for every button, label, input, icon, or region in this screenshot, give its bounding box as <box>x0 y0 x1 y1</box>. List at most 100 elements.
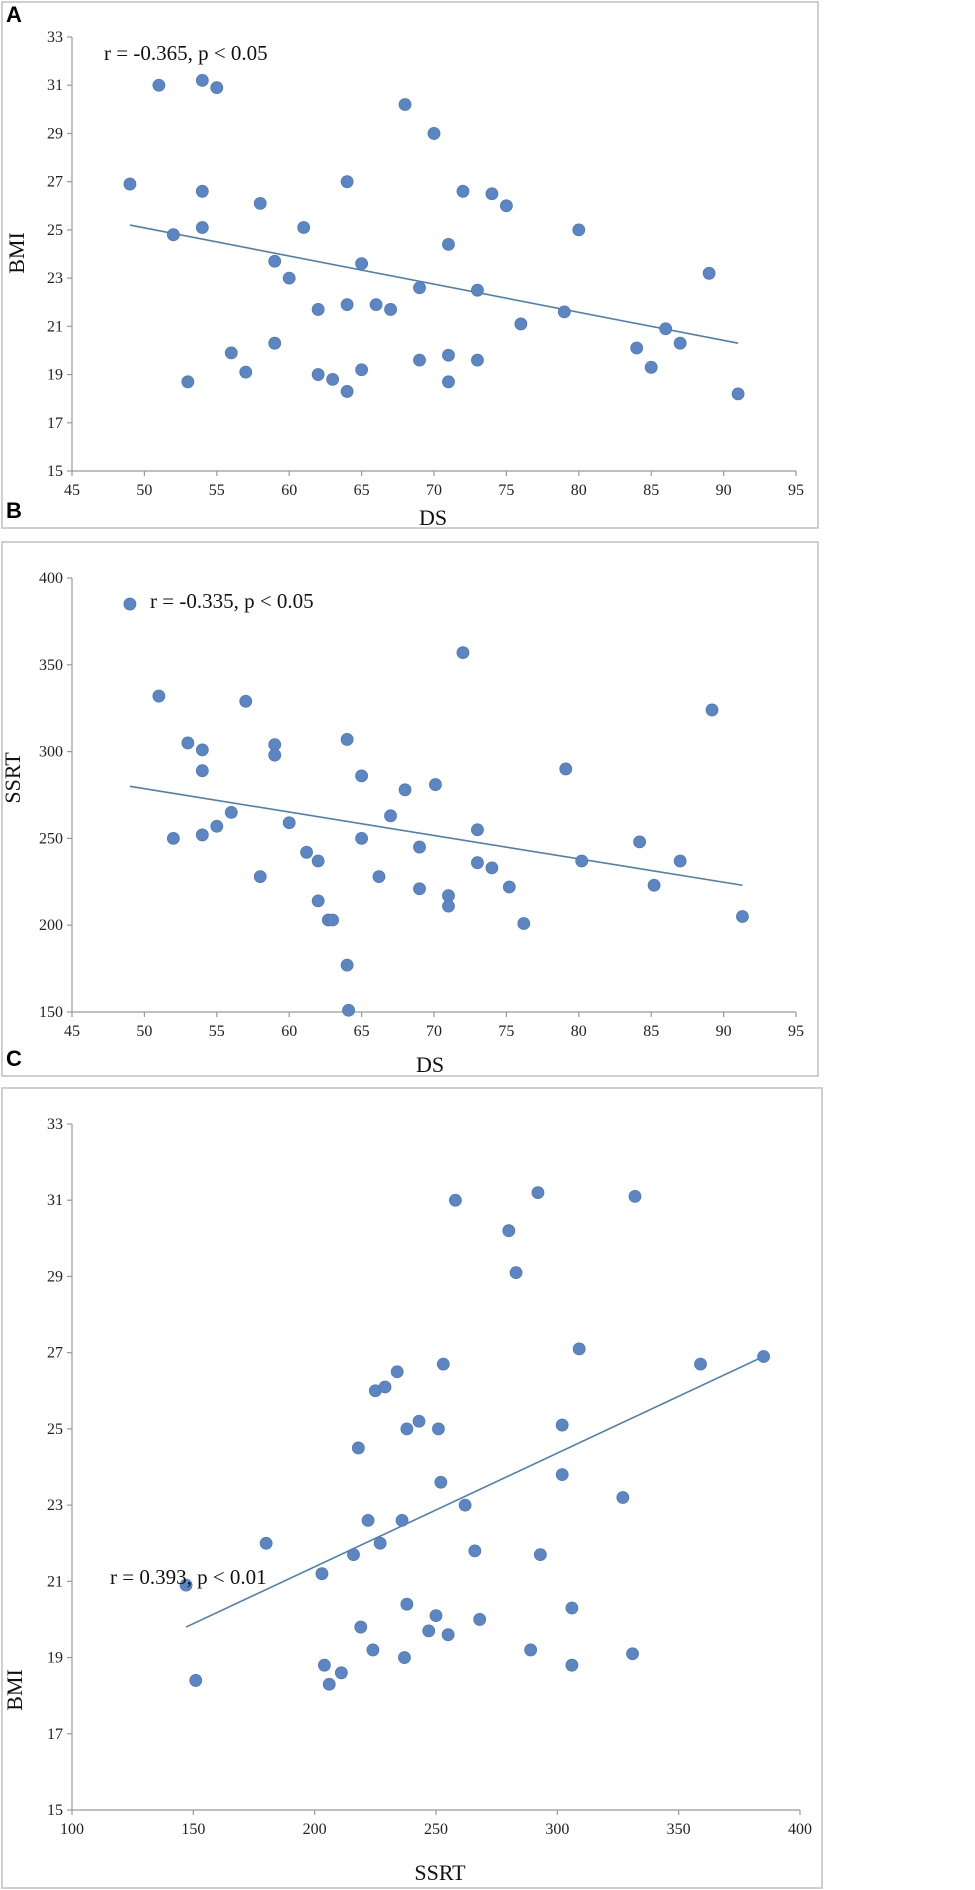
data-point <box>210 81 224 95</box>
data-point <box>673 336 687 350</box>
x-tick-label: 65 <box>354 1023 370 1040</box>
data-point <box>166 832 180 845</box>
x-tick-label: 50 <box>136 1023 152 1040</box>
data-point <box>315 1567 329 1581</box>
data-point <box>355 769 369 783</box>
data-point <box>123 177 137 191</box>
data-point <box>449 1193 462 1207</box>
data-point <box>355 832 369 845</box>
data-point <box>499 199 513 213</box>
data-point <box>436 1357 450 1371</box>
x-tick-label: 100 <box>60 1821 84 1838</box>
data-point <box>311 303 325 316</box>
panel-a-y-label: BMI <box>4 232 29 274</box>
data-point <box>268 748 282 762</box>
data-point <box>311 894 325 908</box>
data-point <box>347 1548 360 1562</box>
panel-b-x-label: DS <box>416 1052 444 1077</box>
data-point <box>633 835 647 849</box>
data-point <box>166 228 180 242</box>
data-point <box>565 1658 579 1672</box>
data-point <box>441 1628 455 1642</box>
data-point <box>372 870 386 883</box>
data-point <box>434 1475 448 1489</box>
y-tick-label: 400 <box>39 570 63 587</box>
data-point <box>239 694 253 708</box>
data-point <box>442 237 455 251</box>
data-point <box>502 1224 516 1238</box>
data-point <box>268 254 282 268</box>
data-point <box>565 1601 579 1615</box>
data-point <box>429 778 442 791</box>
data-point <box>473 1613 487 1626</box>
panel-a-frame <box>1 1 819 529</box>
data-point <box>757 1350 770 1363</box>
panel-c-frame <box>1 1087 823 1889</box>
data-point <box>181 736 195 750</box>
data-point <box>442 375 455 389</box>
data-point <box>282 271 296 285</box>
data-point <box>123 597 137 611</box>
panel-b-y-label: SSRT <box>0 752 25 804</box>
data-point <box>626 1647 639 1661</box>
x-tick-label: 150 <box>181 1821 205 1838</box>
data-point <box>531 1186 545 1199</box>
y-tick-label: 23 <box>47 270 63 287</box>
data-point <box>152 689 166 703</box>
data-point <box>398 783 412 797</box>
data-point <box>673 854 687 868</box>
data-point <box>422 1624 436 1638</box>
data-point <box>471 823 484 837</box>
data-point <box>390 1365 404 1379</box>
data-point <box>355 257 369 271</box>
data-point <box>413 281 426 295</box>
x-tick-label: 55 <box>209 1023 225 1040</box>
data-point <box>369 298 383 312</box>
y-tick-label: 31 <box>47 77 63 94</box>
data-point <box>471 856 484 870</box>
data-point <box>533 1548 547 1562</box>
data-point <box>253 196 267 210</box>
panel-a-axes: 15 17 19 21 23 25 27 29 31 33 45 50 55 60 65 70 75 80 85 90… <box>47 29 804 499</box>
data-point <box>253 870 267 883</box>
data-point <box>340 298 354 312</box>
data-point <box>311 854 325 868</box>
data-point <box>195 184 209 198</box>
y-tick-label: 33 <box>47 29 63 46</box>
data-point <box>429 1609 443 1623</box>
y-tick-label: 33 <box>47 1116 63 1133</box>
y-tick-label: 17 <box>47 415 63 432</box>
x-tick-label: 80 <box>571 482 587 499</box>
data-point <box>736 910 749 923</box>
data-point <box>239 365 253 379</box>
panel-a-annotation: r = -0.365, p < 0.05 <box>104 41 268 65</box>
data-point <box>311 368 325 381</box>
data-point <box>630 341 644 355</box>
data-point <box>413 840 426 854</box>
data-point <box>647 878 661 892</box>
panel-a-points <box>123 74 745 401</box>
x-tick-label: 60 <box>281 482 297 499</box>
data-point <box>398 1651 411 1664</box>
panel-c-points <box>179 1186 770 1691</box>
x-tick-label: 45 <box>64 1023 80 1040</box>
y-tick-label: 15 <box>47 1802 63 1819</box>
panel-c-x-label: SSRT <box>414 1860 466 1885</box>
data-point <box>189 1674 203 1687</box>
data-point <box>644 360 658 374</box>
data-point <box>468 1544 482 1558</box>
data-point <box>300 845 313 859</box>
data-point <box>502 880 516 894</box>
y-tick-label: 21 <box>47 1573 63 1590</box>
data-point <box>322 1677 336 1691</box>
panel-letter-b: B <box>6 498 22 523</box>
y-tick-label: 200 <box>39 917 63 934</box>
y-tick-label: 19 <box>47 367 63 384</box>
data-point <box>442 348 455 362</box>
data-point <box>731 387 745 401</box>
data-point <box>559 762 573 776</box>
data-point <box>471 283 484 297</box>
panel-c-trendline <box>185 1355 764 1628</box>
data-point <box>485 861 499 875</box>
